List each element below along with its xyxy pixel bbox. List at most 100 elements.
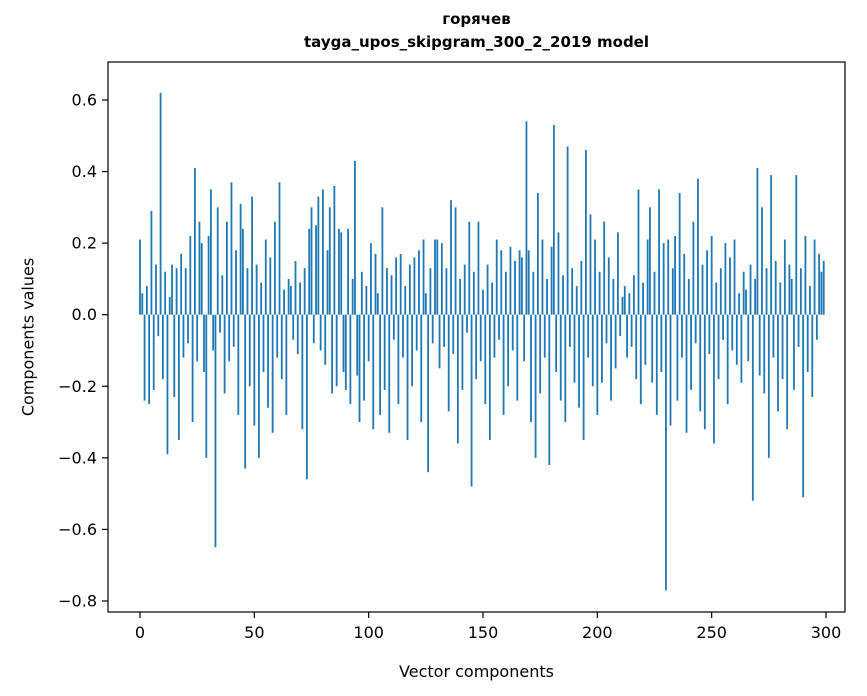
bar <box>653 271 656 315</box>
bar <box>742 271 745 315</box>
bar <box>628 293 631 315</box>
bar <box>637 189 640 315</box>
bar <box>470 314 473 487</box>
bar <box>710 235 713 315</box>
bar <box>571 268 574 315</box>
bar <box>198 221 201 315</box>
bar <box>523 314 526 362</box>
bar <box>562 275 564 315</box>
bar <box>486 264 489 315</box>
bar <box>765 268 768 315</box>
bar <box>438 314 441 369</box>
bar <box>568 314 571 347</box>
bar <box>813 239 816 315</box>
bar <box>815 314 818 340</box>
bar <box>184 268 187 315</box>
bar <box>726 314 729 405</box>
bar <box>370 243 372 315</box>
bar <box>294 261 297 315</box>
bar <box>278 182 281 315</box>
bar <box>685 314 688 433</box>
y-tick-label: −0.6 <box>58 520 97 539</box>
bar <box>472 271 475 315</box>
bar <box>500 250 503 315</box>
bar <box>219 314 221 333</box>
bar <box>196 314 199 362</box>
bar <box>495 239 498 315</box>
bar <box>777 314 779 412</box>
bar <box>724 243 727 315</box>
bar <box>296 314 299 355</box>
bar <box>658 189 660 315</box>
bar <box>781 314 784 380</box>
bar <box>342 314 345 372</box>
bar <box>418 250 420 315</box>
bar <box>306 314 308 480</box>
bar <box>534 314 537 458</box>
bar <box>763 314 766 394</box>
y-tick-label: −0.4 <box>58 448 97 467</box>
bar <box>605 314 608 344</box>
bar <box>774 261 777 315</box>
chart-title-line1: горячев <box>442 10 511 28</box>
y-tick-label: −0.8 <box>58 591 97 610</box>
bar <box>463 264 466 315</box>
bar <box>251 196 253 315</box>
x-tick-label: 300 <box>811 623 842 642</box>
bar <box>692 221 695 315</box>
bar <box>280 314 283 380</box>
bar <box>354 160 356 315</box>
bar <box>806 314 809 372</box>
bar <box>655 314 658 415</box>
bar <box>214 314 217 548</box>
bar <box>543 314 546 358</box>
bar <box>511 314 514 351</box>
bar <box>171 264 173 315</box>
bar <box>681 314 683 358</box>
bar <box>578 314 580 408</box>
bar <box>669 314 672 426</box>
chart-title-line2: tayga_upos_skipgram_300_2_2019 model <box>304 33 649 52</box>
bar <box>804 235 807 315</box>
bar <box>255 264 258 315</box>
bar <box>589 214 592 315</box>
bar <box>811 314 814 398</box>
bar <box>258 314 260 458</box>
bar <box>477 221 480 315</box>
bar <box>461 314 464 390</box>
bar <box>415 314 418 351</box>
bar <box>290 286 292 315</box>
bar <box>822 261 825 315</box>
bar <box>363 314 365 401</box>
bar <box>550 246 553 315</box>
bar <box>797 314 800 347</box>
bar <box>436 239 439 315</box>
bar <box>520 257 523 315</box>
bar <box>585 150 587 315</box>
bar <box>303 268 306 315</box>
bar <box>287 278 290 315</box>
bar <box>262 314 265 372</box>
bar <box>260 282 263 315</box>
bar <box>466 314 468 333</box>
bar <box>429 268 432 315</box>
bar <box>642 282 644 315</box>
bar <box>347 228 349 315</box>
x-tick-label: 100 <box>353 623 384 642</box>
bar <box>276 314 279 358</box>
bar <box>612 278 615 315</box>
bar <box>386 268 388 315</box>
bar <box>546 278 548 315</box>
bar <box>223 314 226 394</box>
bar <box>536 193 539 315</box>
bar <box>678 193 681 315</box>
bar <box>799 268 802 315</box>
bar <box>564 314 567 423</box>
bar <box>269 257 272 315</box>
bar <box>383 314 386 390</box>
bar <box>504 271 507 315</box>
bar <box>200 243 203 315</box>
bar <box>610 314 612 401</box>
bar <box>644 314 647 365</box>
bar <box>747 314 750 362</box>
